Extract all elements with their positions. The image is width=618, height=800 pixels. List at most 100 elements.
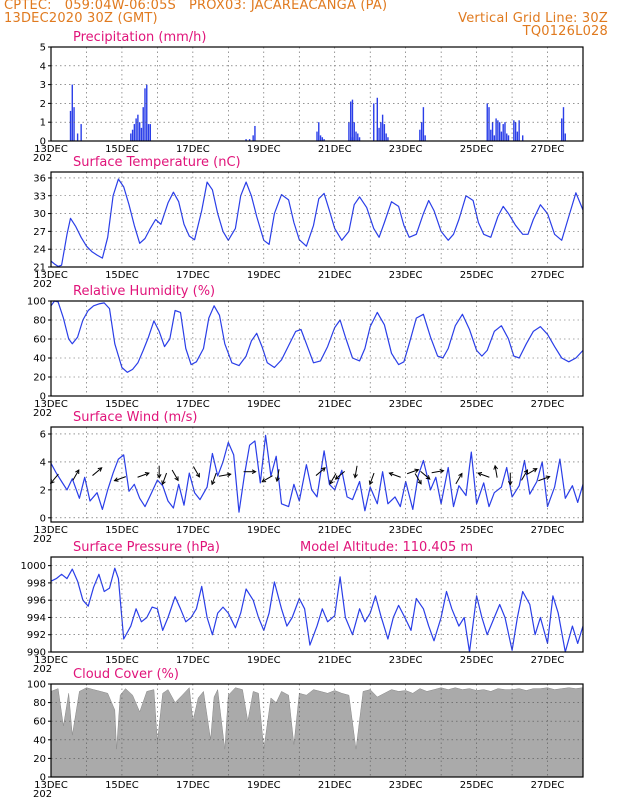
precip-xtick-label: 15DEC (105, 144, 139, 155)
precip-bar (248, 139, 251, 141)
header-line1: CPTEC: 059:04W-06:05S PROX03: JACAREACAN… (4, 0, 388, 13)
wind-arrow (414, 473, 422, 485)
wind-arrow (192, 466, 200, 478)
precip-bar (522, 135, 524, 141)
cloud-area (50, 687, 584, 778)
wind-arrow-head (353, 473, 358, 479)
wind-arrow (315, 467, 326, 476)
precip-ytick-label: 3 (40, 80, 46, 91)
wind-arrow (526, 468, 538, 476)
temp-panel: 21 24 27 30 33 36 13DEC 15DEC 17DEC 19DEC 21DEC 23D… (33, 155, 584, 290)
cloud-ytick-label: 60 (33, 717, 46, 728)
press-frame (50, 556, 584, 653)
wind-arrow-head (334, 475, 340, 480)
precip-bar (71, 84, 73, 141)
temp-ytick-label: 24 (33, 245, 46, 256)
wind-xtick-label: 19DEC (247, 525, 281, 536)
wind-arrow (329, 473, 337, 485)
precip-xtick-label: 23DEC (389, 144, 423, 155)
precip-xtick-label: 25DEC (460, 144, 494, 155)
wind-arrow-head (507, 480, 513, 486)
wind-arrow (276, 469, 280, 482)
precip-bar (495, 118, 497, 141)
precip-xtick-label: 21DEC (318, 144, 352, 155)
wind-arrow-head (211, 480, 216, 486)
temp-frame (50, 171, 584, 268)
press-ytick-label: 1000 (21, 561, 46, 572)
precip-bar (420, 122, 423, 141)
cloud-xtick-label: 15DEC (105, 780, 139, 791)
precip-bar (564, 133, 566, 141)
precip-bar (130, 133, 132, 141)
wind-arrow (335, 470, 345, 480)
press-xtick-label: 15DEC (105, 655, 139, 666)
temp-xtick-label: 23DEC (389, 270, 423, 281)
rh-series-line (50, 300, 584, 373)
temp-xtick-label: 15DEC (105, 270, 139, 281)
wind-arrow-head (156, 473, 162, 479)
precip-bar (498, 122, 501, 141)
precip-bar (381, 114, 384, 141)
wind-arrow-head (113, 477, 119, 482)
cloud-xtick-label: 25DEC (460, 780, 494, 791)
precip-bar (147, 124, 150, 141)
wind-arrow (50, 473, 59, 484)
wind-xtick-label: 27DEC (531, 525, 565, 536)
precip-xtick-label: 19DEC (247, 144, 281, 155)
press-panel: 990 992 994 996 998 1000 13DEC 15DEC 17DEC 19DEC 2… (21, 540, 584, 675)
rh-ytick-label: 20 (33, 373, 46, 384)
temp-ytick-label: 27 (33, 227, 46, 238)
wind-arrow (72, 469, 80, 481)
cloud-ytick-label: 100 (27, 680, 46, 691)
temp-ytick-label: 36 (33, 173, 46, 184)
rh-panel: 0 20 40 60 80 100 13DEC 15DEC 17DEC 19DEC 21DEC 23D… (27, 284, 584, 419)
temp-ytick-label: 30 (33, 209, 46, 220)
precip-bar (506, 133, 508, 141)
press-ytick-label: 994 (27, 613, 46, 624)
wind-arrow (389, 472, 401, 478)
wind-arrow-head (532, 468, 538, 473)
temp-series-line (50, 178, 584, 267)
precip-bar (140, 127, 143, 141)
wind-series-line (50, 434, 584, 513)
rh-xtick-label: 25DEC (460, 399, 494, 410)
rh-ytick-label: 60 (33, 335, 46, 346)
press-series-line (50, 567, 584, 653)
wind-arrow (92, 467, 103, 476)
precip-bar (138, 122, 141, 141)
precip-bar (491, 122, 494, 141)
precip-xtick-label: 17DEC (176, 144, 210, 155)
model-altitude-label: Model Altitude: 110.405 m (300, 540, 473, 555)
cloud-ytick-label: 20 (33, 754, 46, 765)
wind-arrow-head (477, 472, 483, 477)
rh-xtick-label: 21DEC (318, 399, 352, 410)
precip-bar (507, 135, 510, 141)
precip-bar (348, 122, 350, 141)
press-ytick-label: 998 (27, 578, 46, 589)
temp-xtick-label: 13DEC (34, 270, 68, 281)
rh-xtick-label: 19DEC (247, 399, 281, 410)
precip-bar (387, 137, 389, 141)
wind-arrow-head (261, 478, 267, 483)
rh-ytick-label: 80 (33, 316, 46, 327)
precip-bar (316, 131, 318, 141)
precip-bar (146, 84, 148, 141)
precip-bar (355, 131, 357, 141)
precip-bar (378, 127, 380, 141)
precip-bar (419, 129, 421, 141)
wind-arrow (477, 472, 490, 478)
wind-arrow (521, 469, 528, 481)
precip-bar (383, 124, 386, 141)
precip-ytick-label: 1 (40, 118, 46, 129)
temp-title: Surface Temperature (nC) (73, 155, 241, 170)
precip-xtick-label: 27DEC (531, 144, 565, 155)
press-xtick-label: 27DEC (531, 655, 565, 666)
header-model-id: TQ0126L028 (522, 24, 608, 39)
wind-arrow (354, 465, 358, 478)
rh-xtick-label: 23DEC (389, 399, 423, 410)
cloud-xtick-label: 27DEC (531, 780, 565, 791)
wind-arrow-head (75, 469, 80, 475)
precip-bar (358, 137, 361, 141)
wind-arrow-head (174, 476, 179, 482)
wind-arrow-head (417, 479, 422, 485)
